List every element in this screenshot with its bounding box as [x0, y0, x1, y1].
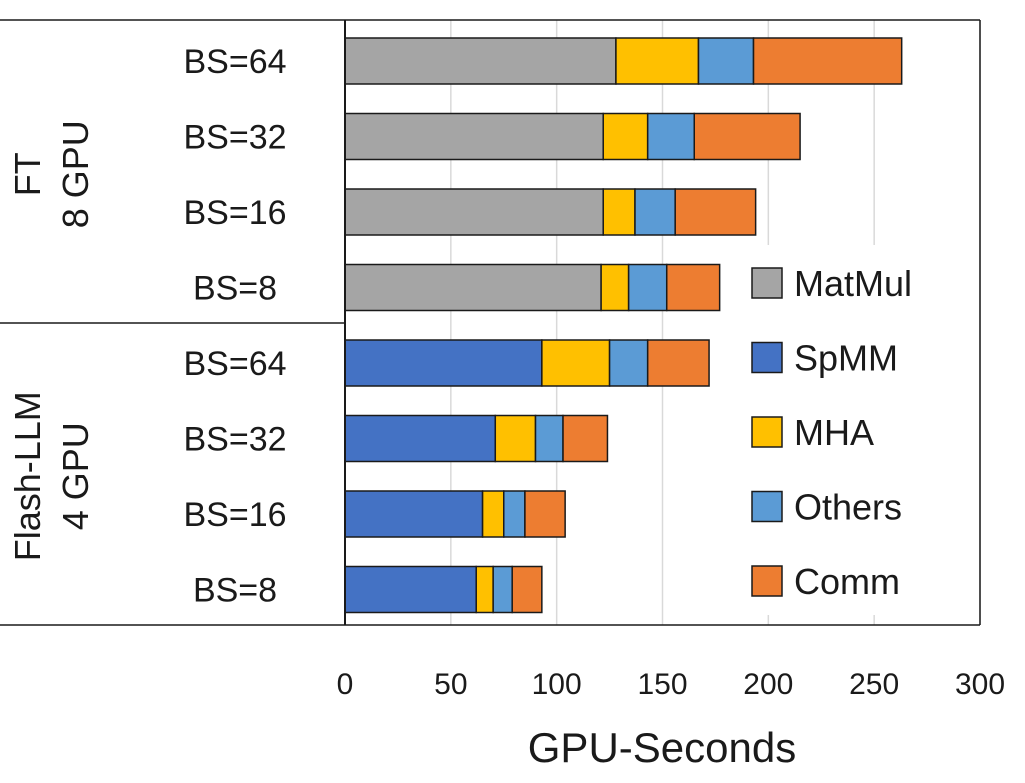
bar-segment	[634, 188, 676, 236]
bar-segment	[627, 263, 668, 312]
category-label: BS=16	[183, 194, 286, 232]
bar-segment	[693, 112, 801, 161]
legend-swatch	[751, 341, 783, 374]
bar-segment	[541, 339, 611, 387]
bar-segment	[646, 339, 710, 387]
bar-segment	[697, 37, 755, 85]
plot-frame	[0, 19, 981, 626]
legend-label: SpMM	[794, 338, 898, 379]
bar-segment	[674, 188, 757, 236]
bar-segment	[534, 414, 564, 463]
category-label: BS=32	[183, 421, 286, 459]
x-tick-label: 300	[955, 668, 1005, 701]
legend-swatch	[751, 416, 783, 448]
legend-label: MatMul	[794, 263, 912, 304]
bar-segment	[615, 37, 700, 85]
bar-segment	[608, 339, 649, 387]
legend: MatMul SpMM MHA Others Comm	[730, 245, 975, 615]
category-label: BS=16	[183, 496, 286, 534]
bar-segment	[752, 37, 903, 85]
bar-segment	[665, 263, 721, 312]
bar-segment	[524, 490, 566, 538]
group-labels: FT 8 GPU Flash-LLM 4 GPU	[7, 120, 96, 561]
x-tick-label: 100	[532, 668, 582, 701]
bar-segment	[646, 112, 696, 161]
group-label: 8 GPU	[55, 120, 96, 228]
x-tick-labels: 0 50 100 150 200 250 300	[337, 668, 1005, 701]
bar-segment	[344, 339, 543, 387]
bar-segment	[475, 565, 494, 614]
legend-label: Comm	[794, 561, 900, 602]
bar-segment	[481, 490, 505, 538]
x-tick-label: 250	[849, 668, 899, 701]
bar-segment	[344, 565, 477, 614]
bar-segment	[503, 490, 526, 538]
x-tick-label: 200	[743, 668, 793, 701]
legend-swatch	[751, 565, 783, 597]
bar-segment	[602, 112, 649, 161]
category-label: BS=64	[183, 43, 286, 81]
bar-segment	[344, 490, 484, 538]
category-label: BS=8	[193, 270, 277, 308]
bar-segment	[494, 414, 537, 463]
bar-segment	[344, 112, 604, 161]
bar-segment	[344, 37, 617, 85]
category-label: BS=64	[183, 345, 286, 383]
bar-segment	[344, 263, 602, 312]
bar-segment	[344, 414, 497, 463]
legend-swatch	[751, 490, 783, 523]
bar-segment	[602, 188, 636, 236]
x-tick-label: 150	[637, 668, 687, 701]
category-label: BS=8	[193, 572, 277, 610]
group-label: FT	[7, 152, 48, 196]
bar-segment	[344, 188, 604, 236]
x-tick-label: 50	[434, 668, 467, 701]
group-label: 4 GPU	[55, 422, 96, 530]
bar-segment	[492, 565, 513, 614]
legend-swatch	[751, 267, 783, 299]
group-label: Flash-LLM	[7, 391, 48, 561]
legend-label: Others	[794, 487, 902, 528]
bar-segment	[511, 565, 543, 614]
category-label: BS=32	[183, 119, 286, 157]
legend-label: MHA	[794, 412, 874, 453]
bar-segment	[600, 263, 630, 312]
bars	[344, 37, 903, 614]
x-axis-label: GPU-Seconds	[528, 724, 796, 771]
bar-segment	[562, 414, 609, 463]
category-labels: BS=64 BS=32 BS=16 BS=8 BS=64 BS=32 BS=16 BS=8	[183, 43, 286, 610]
x-tick-label: 0	[337, 668, 354, 701]
